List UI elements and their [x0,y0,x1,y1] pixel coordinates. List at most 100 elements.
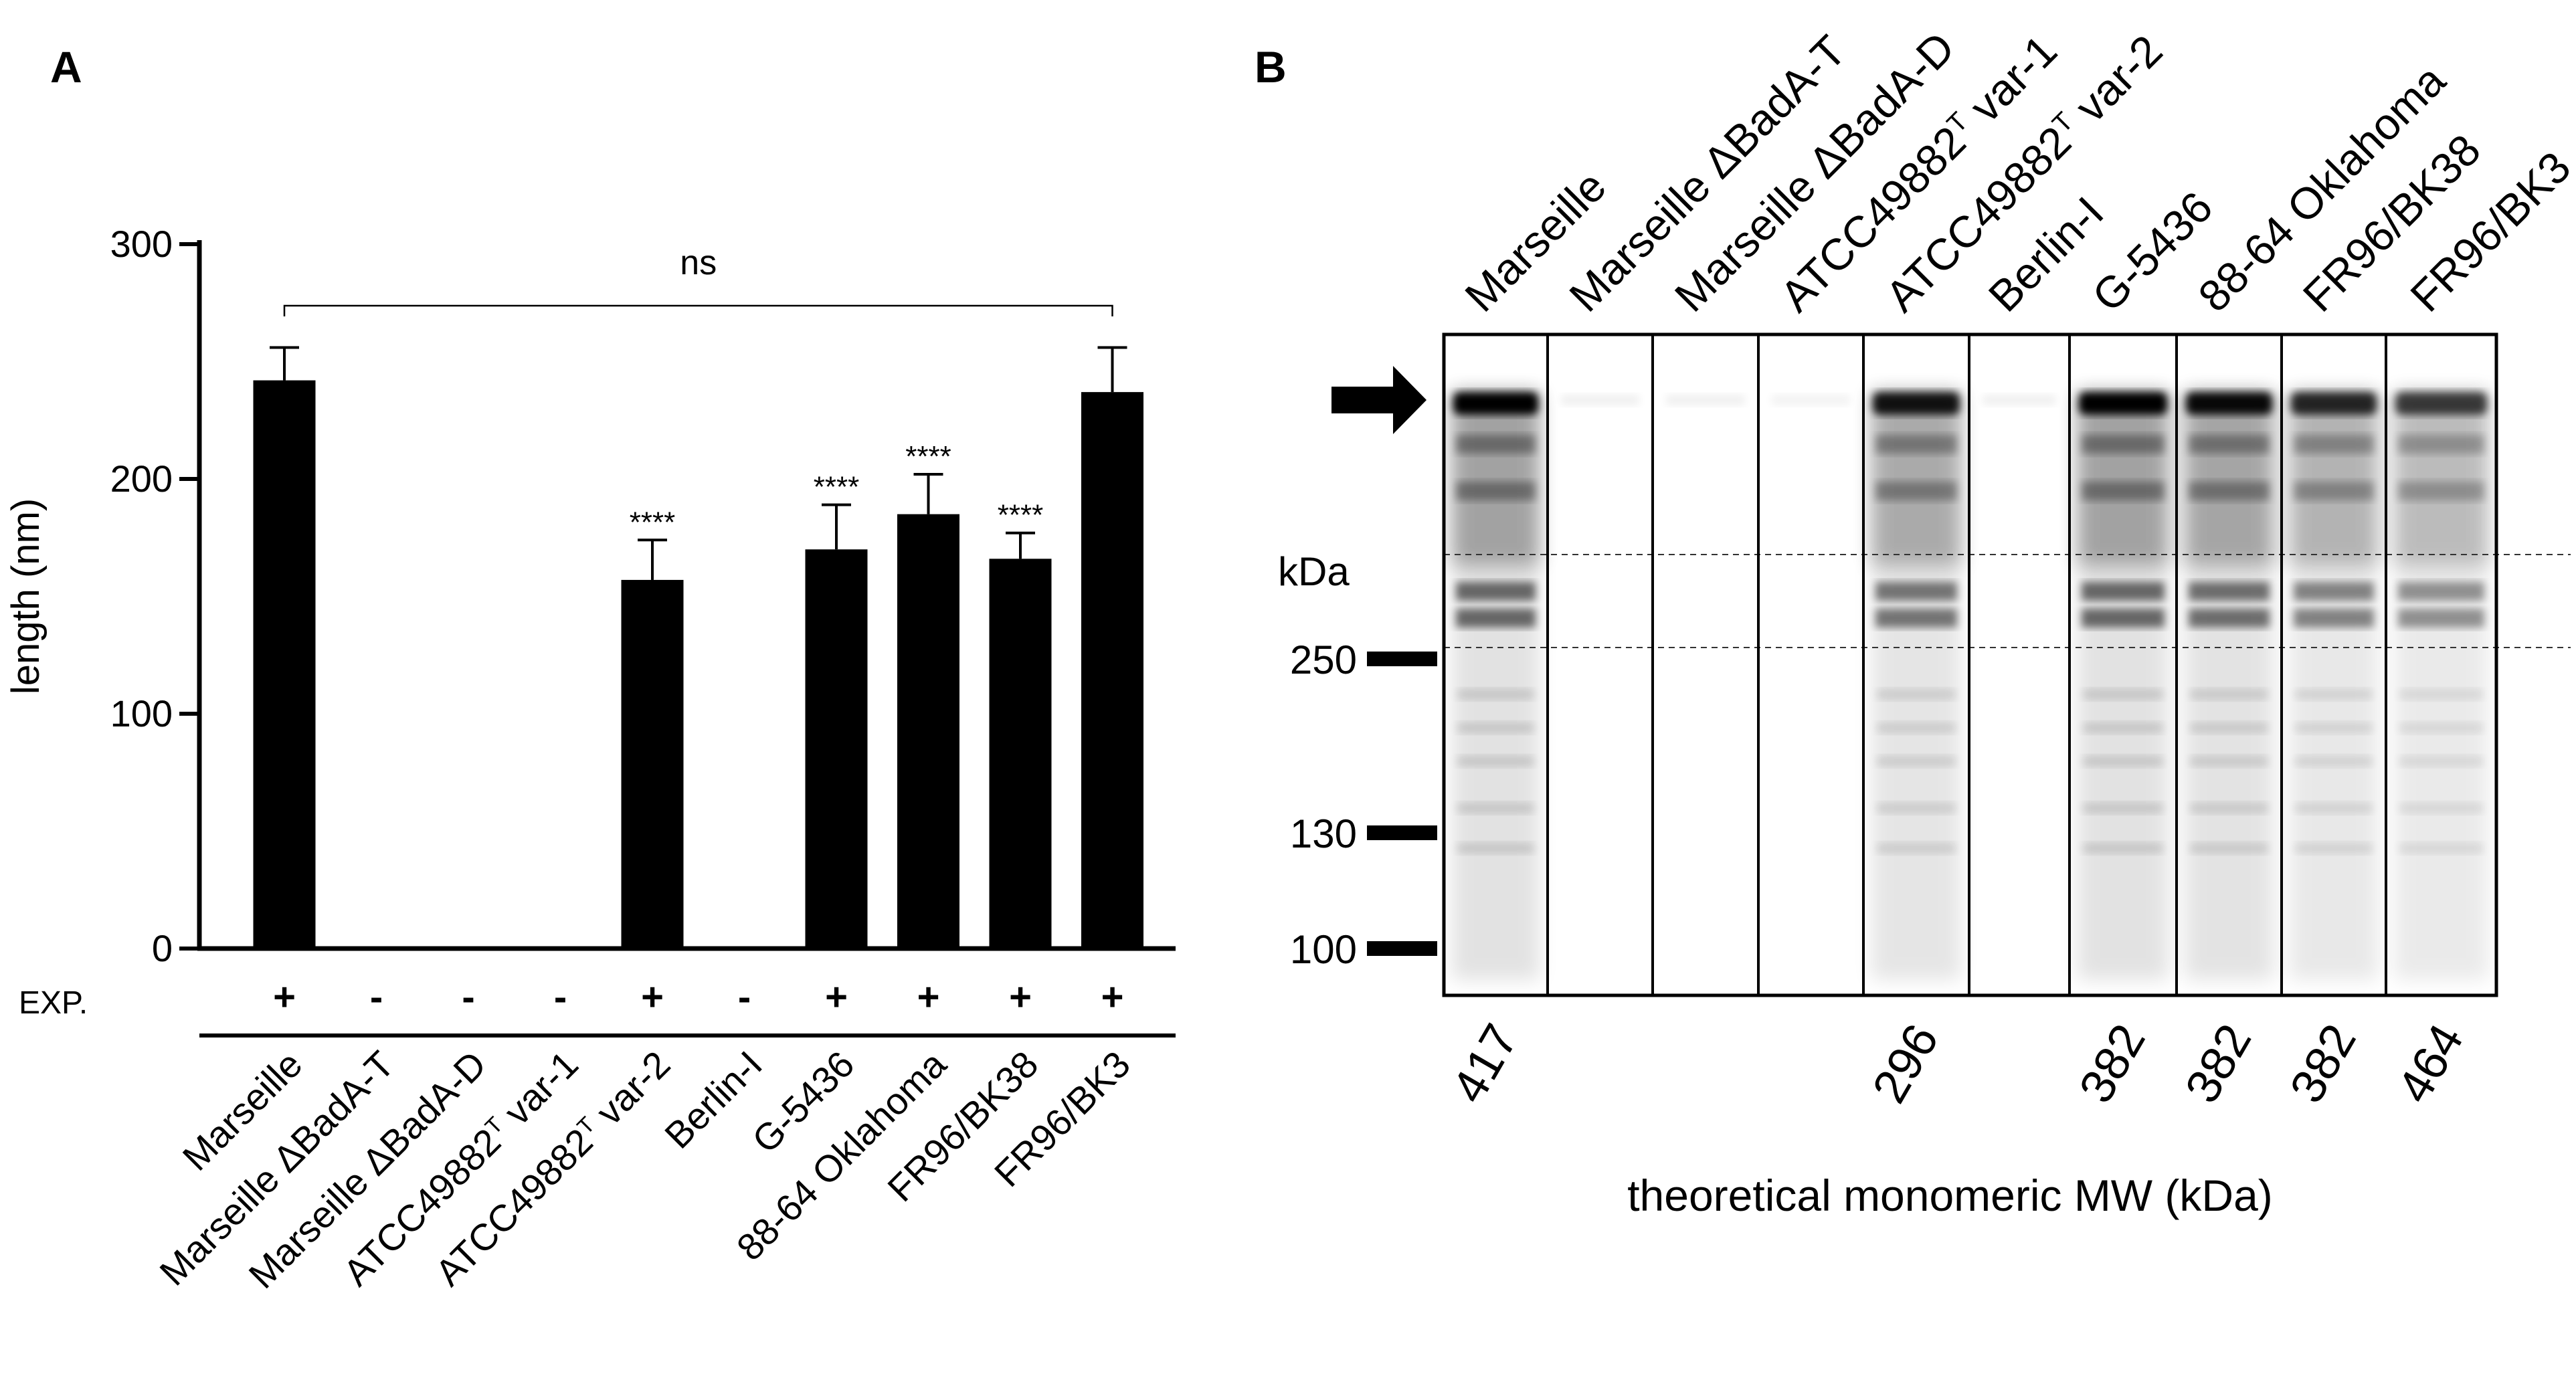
blot-lane [1983,395,2056,405]
blot-sub-band [2082,482,2165,500]
blot-faint-band [2399,843,2483,854]
blot-sub-band [2294,609,2374,627]
lane-label: G-5436 [2083,182,2222,321]
blot-faint-band [2190,756,2268,767]
blot-faint-band [2295,722,2373,733]
ns-label: ns [680,243,717,282]
lane-label-part: var-2 [2057,25,2172,140]
blot-trace-band [1983,395,2056,405]
blot-sub-band [1456,582,1536,601]
blot-smear-upper [2394,391,2488,565]
bar [897,514,959,949]
ns-bracket [283,304,1113,316]
exp-sign: + [917,975,940,1019]
blot-faint-band [1457,843,1534,854]
y-tick-label: 0 [152,927,173,969]
blot-sub-band [2398,582,2484,601]
blot-lane [2078,391,2169,980]
exp-sign: - [370,975,383,1019]
blot-faint-band [2190,843,2268,854]
y-tick-label: 100 [110,692,173,734]
marker-unit-label: kDa [1278,549,1350,594]
blot-smear-upper [2185,391,2274,565]
exp-sign: + [825,975,848,1019]
blot-lane [1666,395,1745,405]
blot-sub-band [1875,582,1957,601]
blot-frame [1442,332,2498,997]
y-axis-label: length (nm) [4,498,48,694]
significance-stars: **** [905,440,951,473]
blot-main-band [2079,392,2167,415]
theoretical-mw-value: 382 [2175,1015,2262,1112]
blot-faint-band [1877,689,1956,700]
exp-sign: - [462,975,474,1019]
panel-label-b: B [1255,42,1287,92]
arrow-icon [1331,366,1427,434]
blot-faint-band [1457,689,1534,700]
blot-sub-band [2398,609,2484,627]
blot-sub-band [2398,435,2484,454]
blot-faint-band [2083,689,2163,700]
significance-stars: **** [814,471,860,504]
blot-sub-band [2294,435,2374,454]
y-tick-label: 300 [110,223,173,265]
blot-faint-band [1877,756,1956,767]
marker-bar [1367,652,1437,666]
y-tick-label: 200 [110,458,173,500]
blot-lane [2290,391,2378,980]
bar [1081,392,1143,949]
blot-main-band [2291,392,2377,415]
marker-label: 130 [1290,811,1357,856]
blot-faint-band [1457,756,1534,767]
blot-faint-band [2190,722,2268,733]
blot-lane [1772,395,1850,405]
blot-sub-band [2189,435,2270,454]
blot-main-band [1873,392,1960,415]
blot-lane [1561,395,1639,405]
exp-sign: + [1009,975,1032,1019]
marker-label: 250 [1290,637,1357,682]
blot-faint-band [1877,803,1956,813]
blot-sub-band [2189,482,2270,500]
blot-faint-band [2399,689,2483,700]
blot-faint-band [2399,756,2483,767]
blot-sub-band [2398,482,2484,500]
blot-smear-upper [2290,391,2378,565]
exp-sign: + [1101,975,1124,1019]
blot-sub-band [1875,435,1957,454]
exp-sign: + [273,975,296,1019]
theoretical-mw-value: 382 [2280,1015,2367,1112]
blot-main-band [2186,392,2272,415]
blot-trace-band [1772,395,1850,405]
blot-faint-band [2083,803,2163,813]
blot-sub-band [1456,435,1536,454]
blot-smear-upper [1452,391,1540,565]
blot-lane [1871,391,1961,980]
lane-label-part: G-5436 [2083,182,2222,321]
blot-sub-band [1456,609,1536,627]
blot-faint-band [2399,722,2483,733]
blot-sub-band [2294,482,2374,500]
blot-sub-band [2294,582,2374,601]
bar [989,559,1052,949]
blot-sub-band [2189,582,2270,601]
x-axis-label: theoretical monomeric MW (kDa) [1627,1171,2273,1220]
panel-label-a: A [50,42,82,92]
theoretical-mw-value: 382 [2069,1015,2156,1112]
blot-lane [1452,391,1540,980]
blot-faint-band [2295,756,2373,767]
blot-faint-band [1877,843,1956,854]
blot-faint-band [1457,803,1534,813]
theoretical-mw-value: 464 [2387,1015,2474,1112]
blot-faint-band [1457,722,1534,733]
blot-faint-band [1877,722,1956,733]
bar [805,549,868,949]
blot-faint-band [2399,803,2483,813]
blot-sub-band [2082,435,2165,454]
blot-smear-upper [1871,391,1961,565]
significance-stars: **** [630,506,676,538]
bar [253,380,316,949]
